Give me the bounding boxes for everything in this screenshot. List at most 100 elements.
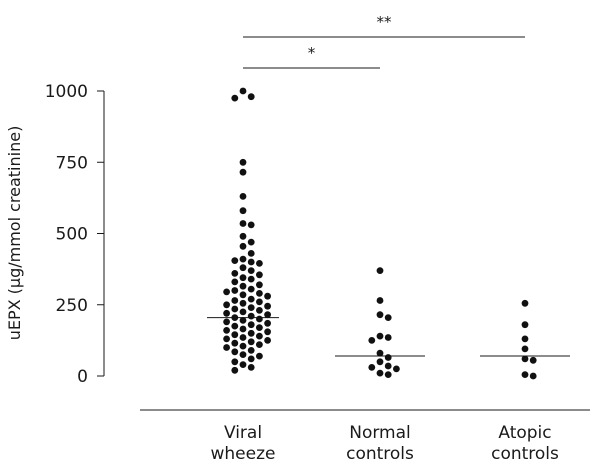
data-point: [256, 352, 263, 360]
data-point: [231, 339, 239, 347]
data-point: [247, 275, 255, 283]
data-point: [247, 364, 255, 371]
data-point: [223, 335, 231, 343]
data-point: [239, 242, 247, 250]
data-point: [231, 314, 239, 321]
data-point: [521, 371, 529, 378]
data-point: [384, 362, 392, 370]
data-point: [247, 295, 255, 303]
data-point: [239, 193, 247, 200]
data-point: [376, 332, 384, 340]
data-point: [247, 93, 255, 101]
data-point: [239, 220, 247, 227]
data-point: [247, 221, 255, 229]
data-point: [231, 270, 239, 277]
data-point: [239, 207, 247, 215]
data-point: [247, 267, 255, 274]
data-point: [247, 250, 255, 257]
y-tick-label: 1000: [45, 82, 88, 102]
data-point: [521, 345, 529, 353]
data-point: [264, 311, 271, 319]
data-point: [529, 372, 537, 380]
data-point: [247, 238, 255, 246]
data-point: [239, 361, 247, 368]
data-point: [239, 87, 247, 95]
data-point: [247, 304, 255, 311]
data-point: [223, 318, 231, 326]
data-point: [231, 297, 239, 304]
data-point: [529, 356, 537, 364]
data-point: [239, 342, 247, 350]
data-points: [223, 87, 537, 380]
data-point: [521, 335, 529, 343]
data-point: [376, 267, 384, 274]
data-point: [256, 260, 263, 267]
data-point: [239, 274, 247, 282]
data-point: [264, 337, 271, 344]
data-point: [239, 299, 247, 307]
data-point: [256, 307, 263, 314]
data-point: [231, 358, 239, 366]
data-point: [247, 258, 255, 266]
data-point: [376, 358, 384, 366]
data-point: [247, 338, 255, 346]
category-label: controls: [491, 444, 559, 464]
data-point: [384, 334, 392, 341]
data-point: [239, 168, 247, 176]
data-point: [368, 337, 376, 344]
data-point: [231, 322, 239, 330]
significance-marker: *: [308, 44, 316, 62]
data-point: [376, 349, 384, 357]
data-point: [231, 305, 239, 313]
data-point: [264, 328, 271, 336]
data-point: [231, 94, 239, 102]
y-axis-title: uEPX (µg/mmol creatinine): [5, 126, 24, 341]
data-point: [231, 278, 239, 286]
data-point: [376, 369, 384, 377]
data-point: [231, 257, 239, 264]
data-point: [239, 317, 247, 324]
data-point: [223, 344, 231, 351]
data-point: [376, 311, 384, 319]
category-label: Normal: [349, 423, 411, 443]
data-point: [256, 298, 263, 306]
y-tick-label: 750: [56, 153, 88, 173]
data-point: [223, 288, 231, 296]
data-point: [264, 302, 271, 310]
y-tick-label: 500: [56, 225, 88, 245]
data-point: [239, 325, 247, 333]
data-point: [247, 329, 255, 337]
category-label: Viral: [224, 423, 262, 443]
data-point: [384, 314, 392, 321]
category-label: wheeze: [211, 444, 276, 464]
data-point: [264, 292, 271, 300]
data-point: [256, 271, 263, 279]
y-ticks: 0 250 500 750 1000: [45, 82, 104, 387]
data-point: [256, 324, 263, 331]
category-label: Atopic: [498, 423, 551, 443]
y-tick-label: 250: [56, 296, 88, 316]
data-point: [247, 347, 255, 354]
data-point: [393, 365, 400, 373]
data-point: [521, 321, 529, 329]
data-point: [256, 290, 263, 297]
data-point: [231, 366, 239, 374]
data-point: [239, 255, 247, 263]
data-point: [376, 297, 384, 304]
data-point: [239, 351, 247, 358]
data-point: [256, 332, 263, 340]
data-point: [231, 331, 239, 339]
data-point: [256, 341, 263, 348]
data-point: [247, 285, 255, 293]
data-point: [521, 299, 529, 307]
data-point: [384, 354, 392, 361]
data-point: [239, 264, 247, 272]
significance-annotations: ***: [243, 13, 525, 69]
data-point: [223, 327, 231, 334]
data-point: [239, 158, 247, 166]
data-point: [264, 319, 271, 327]
data-point: [239, 291, 247, 299]
data-point: [239, 334, 247, 341]
